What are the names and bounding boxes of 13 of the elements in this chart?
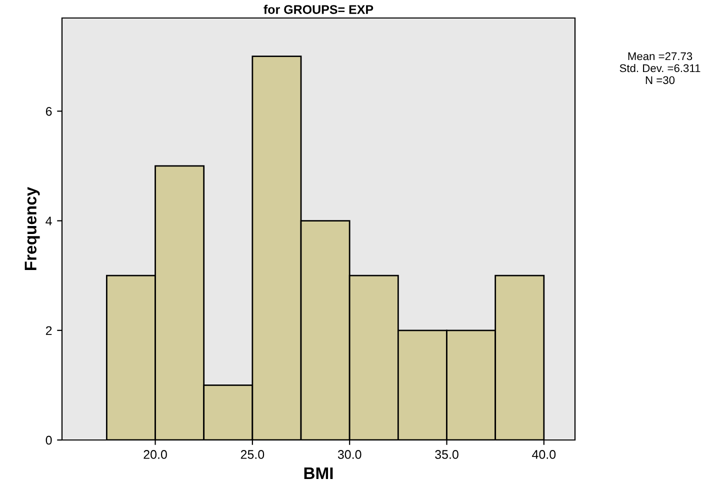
y-tick-label: 2 [46, 326, 52, 335]
y-tick-label: 4 [46, 216, 52, 226]
y-axis-title: Frequency [24, 186, 40, 270]
x-tick-label: 35.0 [435, 450, 458, 459]
y-tick-label: 6 [46, 106, 52, 116]
x-tick-label: 25.0 [240, 450, 264, 459]
chart-title: for GROUPS= EXP [264, 4, 374, 14]
x-tick-label: 20.0 [144, 450, 167, 459]
x-axis-title: BMI [304, 468, 333, 480]
x-tick-label: 30.0 [338, 450, 362, 459]
y-tick-label: 0 [46, 436, 52, 445]
x-tick-label: 40.0 [532, 450, 556, 459]
text: Mean =27.73 Std. Dev. =6.311 N =30 [620, 52, 700, 84]
